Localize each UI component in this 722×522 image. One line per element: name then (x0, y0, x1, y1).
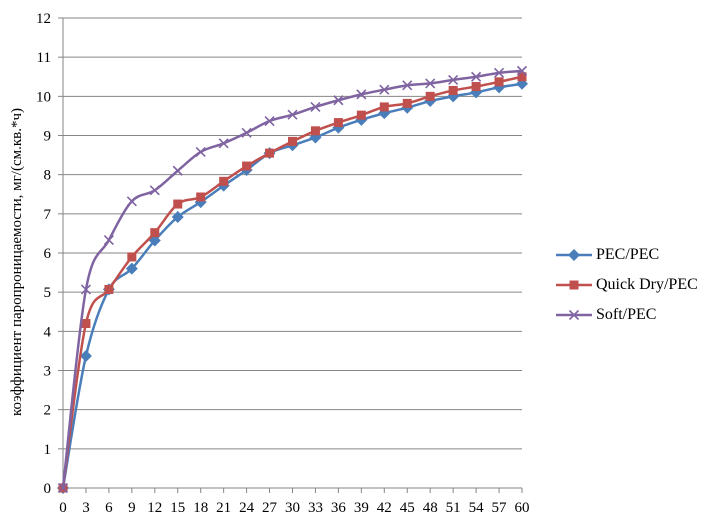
point-quick-dry-pec-3 (81, 319, 91, 328)
point-quick-dry-pec-42 (379, 102, 389, 112)
point-soft-pec-12 (149, 185, 160, 196)
x-tick-label-42: 42 (377, 500, 392, 516)
point-soft-pec-24 (241, 127, 252, 138)
x-tick-label-0: 0 (59, 500, 67, 516)
point-soft-pec-57 (493, 67, 505, 78)
point-quick-dry-pec-45 (402, 98, 412, 108)
x-tick-label-6: 6 (105, 500, 113, 516)
x-tick-label-3: 3 (82, 500, 90, 516)
legend-label-soft-pec: Soft/PEC (596, 306, 657, 323)
point-quick-dry-pec-54 (471, 82, 481, 92)
y-tick-label-7: 7 (44, 207, 52, 223)
x-tick-label-12: 12 (147, 500, 162, 516)
y-tick-label-1: 1 (44, 442, 52, 458)
x-tick-label-51: 51 (446, 500, 461, 516)
point-soft-pec-6 (103, 235, 114, 246)
x-tick-label-60: 60 (515, 500, 530, 516)
point-quick-dry-pec-27 (265, 148, 275, 158)
point-soft-pec-30 (287, 109, 298, 120)
point-quick-dry-pec-21 (219, 176, 229, 186)
point-soft-pec-18 (195, 146, 206, 158)
y-tick-label-5: 5 (44, 285, 52, 301)
legend-swatch-soft-pec (556, 309, 592, 321)
x-tick-label-57: 57 (492, 500, 508, 516)
y-tick-label-12: 12 (36, 11, 51, 27)
point-quick-dry-pec-9 (127, 252, 137, 262)
point-soft-pec-60 (516, 65, 528, 76)
legend-label-quick-dry-pec: Quick Dry/PEC (596, 276, 698, 293)
series-soft-pec (57, 65, 528, 494)
x-tick-label-9: 9 (128, 500, 136, 516)
legend-swatch-quick-dry-pec (556, 280, 592, 290)
point-quick-dry-pec-57 (494, 77, 504, 87)
y-tick-label-9: 9 (44, 129, 52, 145)
legend-label-pec-pec: PEC/PEC (596, 246, 660, 263)
y-tick-label-2: 2 (44, 403, 52, 419)
x-tick-label-30: 30 (285, 500, 300, 516)
x-tick-label-36: 36 (331, 500, 347, 516)
point-pec-pec-3 (79, 350, 92, 363)
point-soft-pec-54 (471, 71, 482, 82)
point-soft-pec-39 (356, 89, 367, 100)
point-quick-dry-pec-30 (288, 136, 297, 146)
point-quick-dry-pec-48 (425, 91, 435, 101)
point-quick-dry-pec-24 (242, 161, 252, 171)
x-tick-label-48: 48 (423, 500, 438, 516)
legend-item-pec-pec: PEC/PEC (556, 240, 716, 270)
x-tick-label-33: 33 (308, 500, 323, 516)
series-line-soft-pec (61, 69, 523, 489)
point-soft-pec-33 (310, 101, 321, 112)
point-soft-pec-15 (172, 165, 183, 176)
x-tick-label-45: 45 (400, 500, 415, 516)
y-tick-label-0: 0 (44, 481, 52, 497)
point-pec-pec-15 (171, 210, 184, 223)
point-quick-dry-pec-6 (104, 284, 114, 294)
point-quick-dry-pec-39 (356, 110, 366, 120)
point-soft-pec-9 (126, 196, 137, 207)
grid-lines (63, 17, 522, 450)
point-pec-pec-9 (125, 262, 138, 275)
point-soft-pec-42 (379, 84, 390, 95)
y-axis-label: коэффициент паропроницаемости, мг/(см.кв… (9, 108, 25, 416)
y-tick-label-6: 6 (44, 246, 52, 262)
legend: PEC/PEC Quick Dry/PEC Soft/PEC (556, 240, 716, 330)
point-soft-pec-48 (425, 78, 436, 89)
x-tick-label-39: 39 (354, 500, 369, 516)
y-tick-label-8: 8 (44, 168, 52, 184)
x-tick-label-27: 27 (262, 500, 278, 516)
point-soft-pec-0 (57, 482, 69, 494)
x-tick-label-54: 54 (469, 500, 485, 516)
point-quick-dry-pec-12 (150, 228, 160, 238)
point-soft-pec-21 (218, 138, 229, 149)
point-soft-pec-51 (448, 74, 459, 85)
y-tick-label-4: 4 (44, 324, 52, 340)
x-axis-ticks: 0 3 6 9 12 15 18 21 24 27 30 33 36 39 42 45 48 51 54 57 60 (59, 488, 530, 516)
y-tick-label-11: 11 (37, 50, 51, 66)
point-quick-dry-pec-18 (196, 192, 206, 202)
legend-swatch-pec-pec (556, 249, 592, 261)
point-quick-dry-pec-15 (173, 199, 183, 209)
point-soft-pec-27 (264, 115, 275, 127)
x-tick-label-18: 18 (193, 500, 208, 516)
point-quick-dry-pec-60 (517, 72, 527, 82)
point-soft-pec-45 (402, 80, 413, 91)
point-quick-dry-pec-51 (448, 85, 458, 95)
x-tick-label-24: 24 (239, 500, 255, 516)
point-soft-pec-36 (333, 95, 344, 106)
point-quick-dry-pec-33 (310, 126, 320, 136)
legend-item-quick-dry-pec: Quick Dry/PEC (556, 270, 716, 300)
y-tick-label-10: 10 (36, 89, 51, 105)
x-tick-label-21: 21 (216, 500, 231, 516)
legend-item-soft-pec: Soft/PEC (556, 300, 716, 330)
point-soft-pec-3 (80, 284, 92, 295)
point-quick-dry-pec-36 (333, 118, 343, 128)
x-tick-label-15: 15 (170, 500, 185, 516)
series-group (57, 65, 528, 494)
y-tick-label-3: 3 (44, 364, 52, 380)
